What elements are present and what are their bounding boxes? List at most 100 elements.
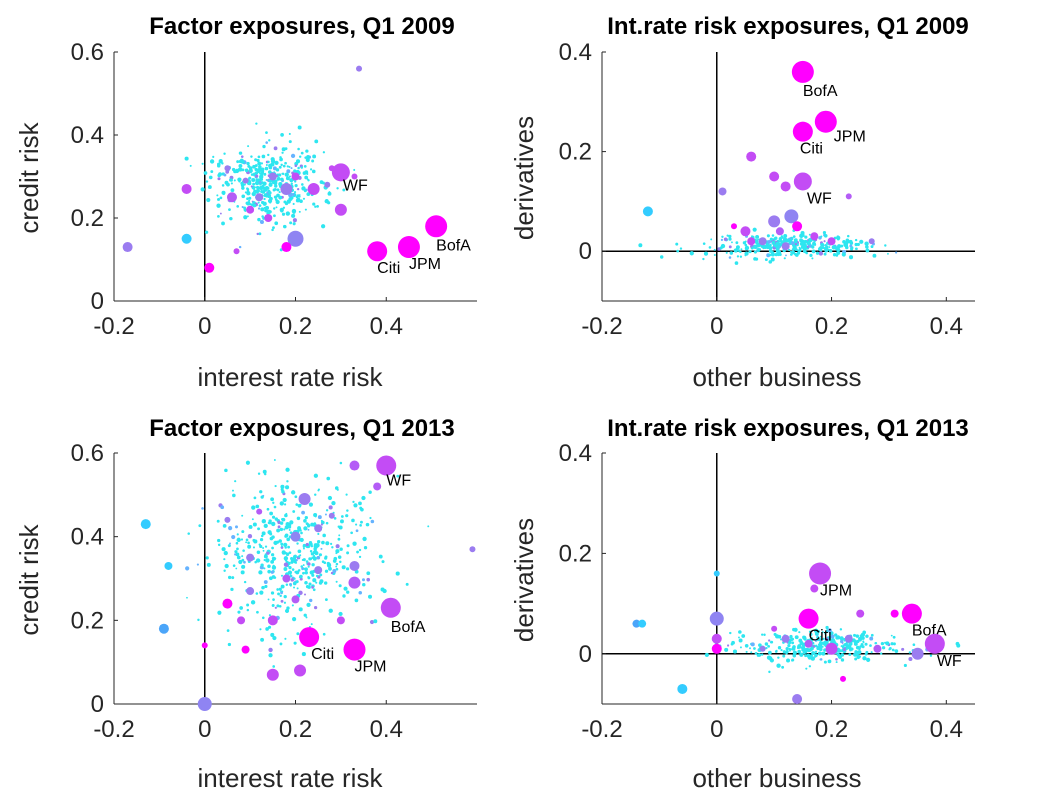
scatter-point-small	[823, 247, 826, 250]
scatter-point-small	[366, 571, 371, 576]
scatter-point-small	[361, 578, 365, 582]
scatter-point-small	[307, 179, 310, 182]
scatter-point-small	[216, 203, 221, 208]
scatter-point-small	[230, 182, 233, 185]
scatter-point-small	[300, 531, 303, 535]
scatter-point-small	[808, 665, 812, 668]
scatter-point-small	[256, 558, 260, 562]
scatter-point-small	[233, 179, 236, 182]
scatter-point-small	[792, 235, 796, 238]
scatter-point-small	[185, 566, 190, 571]
scatter-point-small	[787, 643, 791, 648]
scatter-point-small	[336, 187, 339, 190]
scatter-point-small	[855, 634, 860, 638]
scatter-point-small	[805, 667, 808, 670]
bank-point-wf	[376, 455, 397, 476]
scatter-point-small	[780, 235, 784, 238]
scatter-point-small	[296, 542, 299, 545]
scatter-point	[328, 512, 335, 519]
scatter-point-small	[335, 567, 339, 571]
scatter-point-small	[319, 573, 323, 577]
scatter-point-small	[241, 168, 245, 172]
scatter-point-small	[286, 199, 291, 204]
scatter-point-small	[811, 257, 814, 260]
scatter-point-small	[314, 205, 317, 208]
scatter-point-small	[782, 650, 787, 654]
scatter-point-small	[265, 179, 268, 181]
scatter-point-small	[300, 565, 303, 568]
scatter-point-small	[327, 495, 333, 501]
scatter-point-small	[275, 206, 278, 209]
scatter-point-small	[257, 201, 260, 204]
scatter-point	[632, 619, 641, 628]
scatter-point-small	[246, 187, 249, 190]
scatter-point-small	[840, 244, 844, 248]
scatter-point-small	[298, 195, 301, 198]
scatter-point-small	[288, 566, 292, 570]
scatter-point-small	[337, 555, 342, 559]
scatter-point-small	[766, 655, 772, 660]
scatter-point-small	[216, 194, 219, 197]
scatter-point-small	[284, 608, 290, 614]
scatter-point-small	[263, 523, 268, 529]
bank-point-jpm	[814, 110, 837, 133]
scatter-point-small	[272, 188, 276, 192]
scatter-point-small	[254, 560, 257, 564]
scatter-point-small	[808, 630, 812, 633]
scatter-point-small	[892, 642, 896, 646]
scatter-point-small	[331, 500, 336, 506]
scatter-point-small	[812, 241, 816, 246]
scatter-point-small	[821, 631, 824, 634]
scatter-point-small	[793, 238, 798, 243]
panel-intrate-2013: Int.rate risk exposures, Q1 2013 other b…	[509, 415, 975, 793]
scatter-point-small	[744, 254, 747, 257]
scatter-point-small	[289, 520, 294, 525]
scatter-point-small	[869, 644, 872, 647]
scatter-point-small	[339, 461, 343, 465]
scatter-point	[336, 616, 345, 625]
scatter-point-small	[854, 238, 858, 242]
scatter-point-small	[880, 642, 885, 646]
scatter-point-small	[324, 569, 329, 573]
y-tick-label: 0.4	[71, 122, 104, 149]
scatter-point-small	[274, 179, 278, 183]
scatter-point-small	[266, 551, 270, 555]
scatter-point-small	[325, 509, 329, 512]
scatter-point-small	[283, 601, 287, 604]
scatter-point-small	[291, 208, 297, 214]
y-axis-label: credit risk	[14, 121, 44, 233]
scatter-point	[792, 221, 803, 232]
scatter-point-small	[290, 490, 296, 495]
scatter-point-small	[832, 253, 837, 257]
scatter-point-small	[287, 523, 292, 528]
scatter-point-small	[257, 161, 262, 166]
scatter-point-small	[259, 628, 262, 631]
scatter-point-small	[800, 231, 805, 236]
bank-label-wf: WF	[386, 473, 411, 490]
scatter-point-small	[751, 235, 754, 238]
scatter-point-small	[908, 657, 913, 662]
scatter-point-small	[803, 647, 806, 651]
scatter-point-small	[235, 541, 239, 545]
scatter-point-small	[713, 253, 716, 257]
scatter-point-small	[273, 207, 276, 210]
scatter-point-small	[285, 583, 289, 586]
scatter-point-small	[288, 140, 292, 144]
scatter-point-small	[201, 162, 204, 165]
scatter-point-small	[265, 141, 268, 144]
scatter-point-small	[263, 197, 266, 201]
scatter-point-small	[288, 551, 292, 555]
scatter-point-small	[816, 647, 820, 651]
scatter-point-small	[702, 242, 706, 245]
scatter-point-small	[294, 184, 298, 188]
y-tick-label: 0.2	[71, 205, 104, 232]
scatter-point-small	[292, 202, 295, 205]
scatter-point-small	[836, 235, 840, 239]
scatter-point	[759, 645, 766, 652]
scatter-point-small	[264, 545, 268, 548]
scatter-point-small	[251, 177, 256, 182]
scatter-point-small	[340, 515, 344, 518]
scatter-point-small	[267, 521, 271, 525]
scatter-point-small	[306, 172, 309, 175]
scatter-point-small	[272, 226, 275, 230]
